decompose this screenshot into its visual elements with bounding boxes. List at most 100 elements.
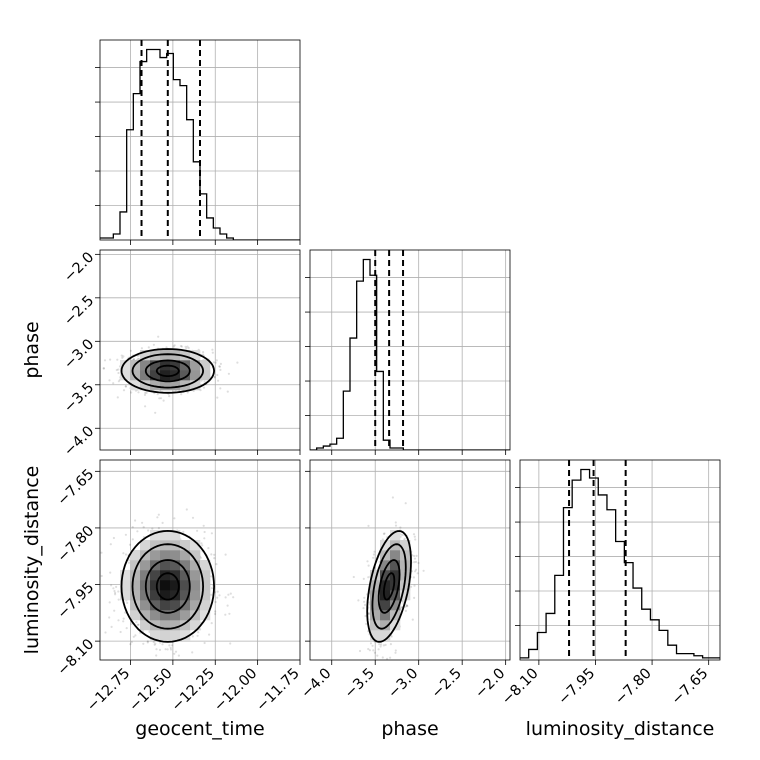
scatter-point — [109, 571, 112, 574]
scatter-point — [158, 397, 161, 400]
density-bin — [160, 530, 171, 541]
hist-panel-geocent_time — [95, 39, 301, 245]
panel-frame — [309, 249, 511, 451]
scatter-point — [112, 382, 115, 385]
hist-bar — [147, 50, 154, 240]
density-bin — [390, 570, 401, 581]
density-bin — [390, 580, 401, 591]
scatter-point — [373, 651, 376, 654]
density-bin — [380, 560, 391, 571]
scatter-point — [147, 346, 150, 349]
x-tick-label: −12.75 — [84, 666, 133, 715]
density-bin — [400, 590, 411, 601]
scatter-point — [208, 633, 211, 636]
scatter-point — [109, 543, 112, 546]
density-bin — [130, 550, 141, 561]
scatter-point — [390, 635, 393, 638]
scatter-point — [130, 641, 133, 644]
scatter-point — [411, 554, 414, 557]
density-bin — [200, 570, 211, 581]
scatter-point — [135, 621, 138, 624]
scatter-point — [124, 553, 128, 556]
scatter-point — [377, 648, 380, 651]
density-bin — [170, 600, 181, 611]
density-bin — [380, 570, 391, 581]
scatter-point — [394, 524, 398, 527]
scatter-point — [207, 547, 210, 550]
density-bin — [390, 620, 401, 631]
scatter-point — [218, 594, 221, 597]
scatter-point — [376, 654, 379, 657]
density-bin — [170, 610, 181, 621]
scatter-point — [368, 649, 371, 652]
scatter-point — [133, 358, 136, 361]
x-tick-label: −3.0 — [385, 666, 421, 702]
panel-frame — [519, 459, 721, 661]
density-bin — [170, 580, 181, 591]
density-bin — [170, 380, 181, 391]
scatter-point — [117, 371, 120, 375]
scatter-point — [357, 599, 360, 602]
scatter-point — [224, 553, 227, 556]
scatter-point — [401, 533, 404, 537]
contour-line-2 — [131, 543, 205, 630]
scatter-point — [122, 552, 125, 555]
hist-panel-phase — [305, 249, 511, 455]
density-bin — [140, 360, 151, 371]
scatter-point — [155, 648, 158, 651]
hist-bar — [633, 588, 642, 660]
scatter-point — [210, 575, 213, 578]
scatter-point — [236, 361, 239, 364]
density-bin — [160, 610, 171, 621]
scatter-point — [411, 618, 414, 621]
scatter-point — [365, 622, 368, 626]
density-bin — [200, 600, 211, 611]
density-bin — [180, 580, 191, 591]
scatter-point — [164, 648, 167, 651]
scatter-point — [168, 644, 171, 647]
scatter-point — [389, 643, 392, 646]
scatter-point — [115, 585, 118, 589]
hist-bar — [120, 212, 127, 240]
scatter-point — [113, 589, 116, 593]
y-tick-label: −7.95 — [55, 580, 98, 623]
hist-bar — [668, 645, 677, 660]
scatter-point — [174, 650, 178, 653]
y-tick-label: −7.80 — [55, 523, 98, 566]
scatter-point — [136, 530, 139, 533]
panel-frame — [99, 459, 301, 661]
scatter-point — [187, 346, 190, 350]
density-bin — [150, 570, 161, 581]
hist-bar — [616, 541, 625, 660]
scatter-point — [389, 656, 392, 659]
scatter-point — [203, 537, 206, 540]
scatter-point — [137, 623, 140, 626]
density-bin — [160, 380, 171, 391]
hist-bar — [187, 120, 194, 240]
density-bin — [200, 560, 211, 571]
scatter-point — [152, 641, 155, 644]
scatter-point — [372, 553, 375, 556]
density-bin — [140, 350, 151, 361]
scatter-point — [134, 634, 137, 637]
scatter-point — [214, 600, 217, 604]
density-bin — [120, 370, 131, 381]
density-bin — [160, 590, 171, 601]
density-bin — [150, 610, 161, 621]
density-bin — [180, 370, 191, 381]
scatter-point — [139, 663, 141, 665]
scatter-point — [369, 642, 373, 645]
hist-bar — [659, 630, 668, 660]
density-bin — [130, 570, 141, 581]
density-bin — [190, 550, 201, 561]
scatter-point — [134, 519, 137, 522]
contour-line-3 — [120, 348, 216, 394]
scatter-point — [110, 625, 113, 629]
scatter-point — [156, 393, 159, 396]
y-tick-label: −7.65 — [55, 466, 98, 509]
density-bin — [180, 590, 191, 601]
hist-bar — [357, 281, 364, 450]
scatter-point — [156, 516, 159, 519]
scatter-point — [372, 556, 375, 559]
